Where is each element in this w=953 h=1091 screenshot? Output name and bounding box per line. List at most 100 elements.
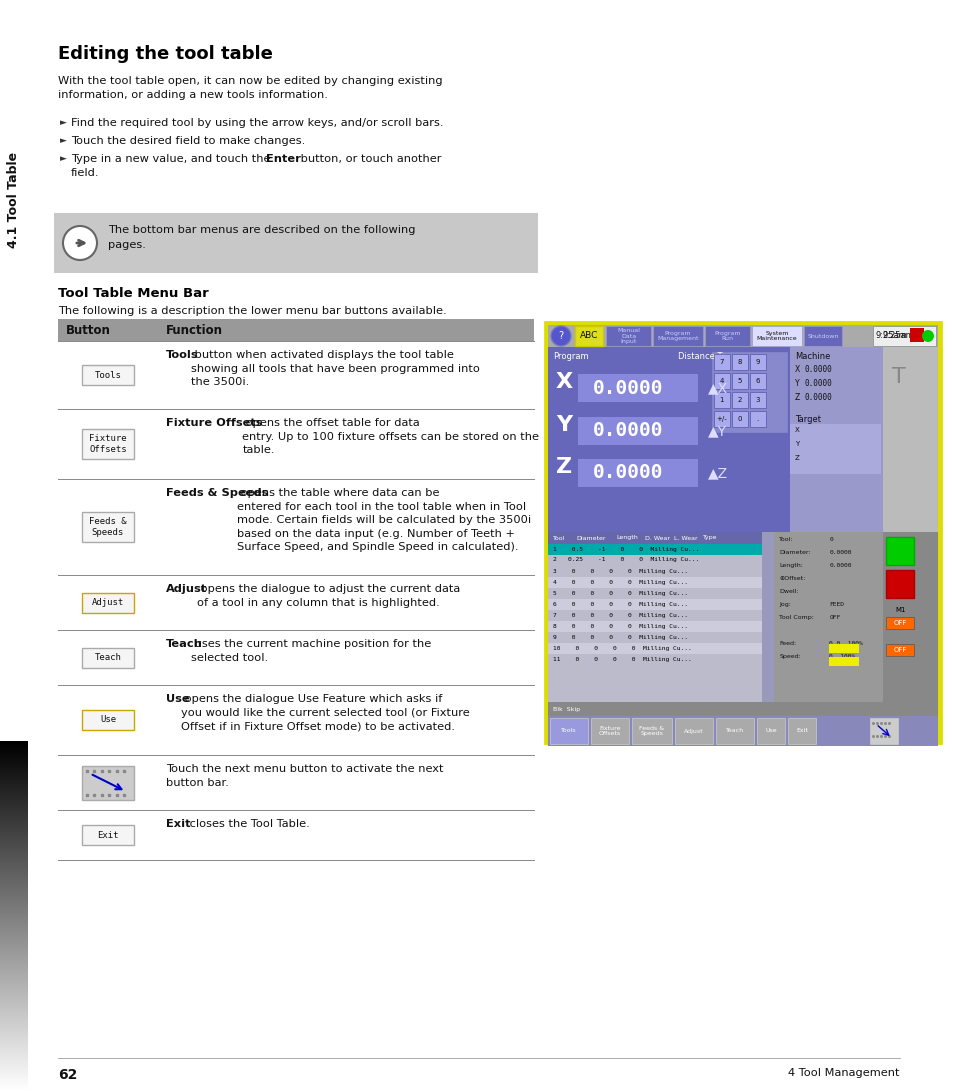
Text: opens the offset table for data
entry. Up to 100 fixture offsets can be stored o: opens the offset table for data entry. U… (242, 418, 539, 455)
Circle shape (63, 226, 97, 260)
Bar (789, 347, 882, 532)
Bar (547, 621, 774, 632)
Text: Exit: Exit (795, 729, 807, 733)
Bar (58, 319, 534, 341)
Bar (713, 392, 729, 408)
Text: 0.0000: 0.0000 (804, 393, 832, 401)
Text: 4    0    0    0    0  Milling Cu...: 4 0 0 0 0 Milling Cu... (553, 580, 687, 585)
Bar (547, 599, 774, 610)
Text: With the tool table open, it can now be edited by changing existing
information,: With the tool table open, it can now be … (58, 76, 442, 100)
Text: Jog:: Jog: (779, 602, 790, 607)
Bar (749, 392, 765, 408)
Text: ▲Z: ▲Z (707, 466, 727, 480)
Bar (787, 718, 815, 744)
Bar (675, 718, 712, 744)
Text: Diameter: Diameter (576, 536, 605, 540)
Text: Feeds & Speeds: Feeds & Speeds (166, 488, 268, 497)
Bar (731, 392, 747, 408)
Text: 9: 9 (755, 359, 760, 365)
Bar (731, 373, 747, 389)
Text: 11    0    0    0    0  Milling Cu...: 11 0 0 0 0 Milling Cu... (553, 657, 691, 662)
Text: FEED: FEED (828, 602, 843, 607)
Text: 5    0    0    0    0  Milling Cu...: 5 0 0 0 0 Milling Cu... (553, 591, 687, 596)
Bar (605, 326, 650, 346)
Bar (882, 532, 937, 702)
Text: Speed:: Speed: (779, 654, 801, 659)
Bar (885, 618, 913, 630)
Bar (631, 718, 671, 744)
Text: ►: ► (60, 136, 67, 145)
Text: closes the Tool Table.: closes the Tool Table. (186, 819, 310, 829)
Bar (82, 825, 133, 846)
Bar (544, 322, 940, 743)
Text: Tool Table Menu Bar: Tool Table Menu Bar (58, 287, 209, 300)
Circle shape (551, 326, 571, 346)
Bar (58, 685, 534, 755)
Text: Length:: Length: (779, 563, 802, 568)
Text: Program
Management: Program Management (657, 331, 698, 341)
Bar (711, 352, 786, 432)
Text: Tools: Tools (94, 371, 121, 380)
Text: Feeds &
Speeds: Feeds & Speeds (639, 726, 664, 736)
Text: 0  100%: 0 100% (828, 654, 855, 659)
Text: Tool Comp:: Tool Comp: (779, 615, 813, 620)
Bar (58, 341, 534, 409)
Bar (713, 411, 729, 427)
Text: ⊕Offset:: ⊕Offset: (779, 576, 804, 582)
Text: ►: ► (60, 118, 67, 127)
Text: Teach: Teach (725, 729, 743, 733)
Text: Z: Z (556, 457, 572, 477)
Text: Y: Y (556, 415, 572, 435)
Bar (547, 716, 937, 746)
Text: Adjust: Adjust (683, 729, 703, 733)
Bar (882, 347, 937, 532)
Bar (749, 353, 765, 370)
Bar (578, 374, 698, 401)
Bar (58, 479, 534, 575)
Bar (872, 326, 935, 346)
Text: 9:25am: 9:25am (882, 332, 914, 340)
Text: 3: 3 (755, 397, 760, 403)
Text: 6    0    0    0    0  Milling Cu...: 6 0 0 0 0 Milling Cu... (553, 602, 687, 607)
Text: 0: 0 (737, 416, 741, 422)
Text: Fixture
Offsets: Fixture Offsets (598, 726, 620, 736)
Text: Z: Z (794, 393, 800, 401)
Bar (58, 810, 534, 860)
Text: Adjust: Adjust (166, 584, 207, 594)
Text: The bottom bar menus are described on the following
pages.: The bottom bar menus are described on th… (108, 225, 416, 250)
Text: Machine: Machine (794, 352, 829, 361)
Text: 7    0    0    0    0  Milling Cu...: 7 0 0 0 0 Milling Cu... (553, 613, 687, 618)
Bar (547, 610, 774, 621)
Bar (82, 365, 133, 385)
Text: button when activated displays the tool table
showing all tools that have been p: button when activated displays the tool … (192, 350, 480, 387)
Text: opens the dialogue Use Feature which asks if
you would like the current selected: opens the dialogue Use Feature which ask… (181, 694, 470, 731)
Text: Fixture Offsets: Fixture Offsets (166, 418, 262, 428)
Bar (575, 326, 602, 346)
Text: Blk  Skip: Blk Skip (553, 707, 579, 711)
Text: ABC: ABC (579, 332, 598, 340)
Text: Fixture
Offsets: Fixture Offsets (89, 434, 127, 454)
Text: Teach: Teach (94, 654, 121, 662)
Text: X: X (794, 427, 799, 433)
Text: 0.0000: 0.0000 (804, 365, 832, 374)
Bar (58, 630, 534, 685)
Text: Y: Y (794, 379, 799, 388)
Text: 0.0000: 0.0000 (828, 550, 851, 555)
Text: uses the current machine position for the
selected tool.: uses the current machine position for th… (192, 639, 432, 662)
Text: Length: Length (616, 536, 638, 540)
Bar (578, 459, 698, 487)
Bar (58, 755, 534, 810)
Text: 5: 5 (737, 377, 741, 384)
Text: Use: Use (100, 716, 116, 724)
Text: M1: M1 (894, 607, 904, 613)
Bar (547, 577, 774, 588)
Text: 9    0    0    0    0  Milling Cu...: 9 0 0 0 0 Milling Cu... (553, 635, 687, 640)
Text: 8    0    0    0    0  Milling Cu...: 8 0 0 0 0 Milling Cu... (553, 624, 687, 630)
Bar (547, 654, 774, 666)
Text: Exit: Exit (166, 819, 191, 829)
Text: 9:25am: 9:25am (875, 332, 907, 340)
Text: Teach: Teach (166, 639, 203, 649)
Text: .: . (756, 416, 759, 422)
Bar (731, 353, 747, 370)
Text: Dwell:: Dwell: (779, 589, 798, 594)
